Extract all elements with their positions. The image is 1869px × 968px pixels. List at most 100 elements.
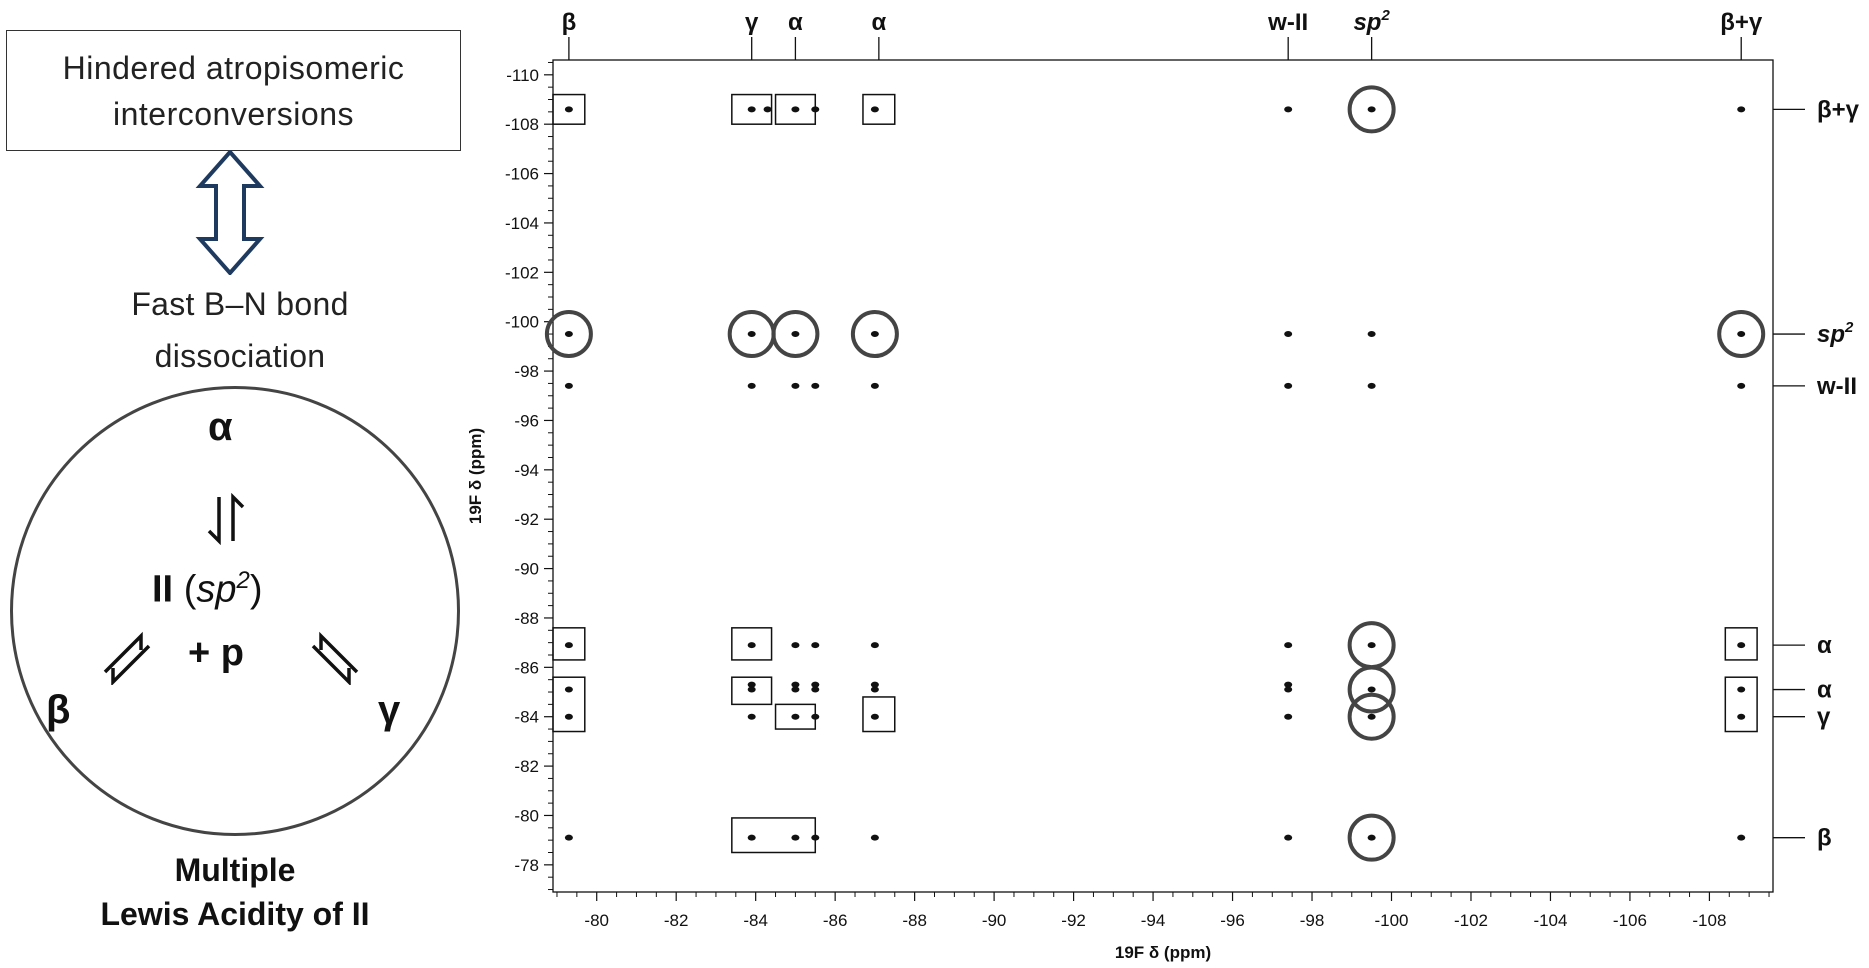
top-peak-label: γ	[745, 9, 759, 36]
peak-circle	[1717, 310, 1766, 359]
peak-box	[862, 696, 896, 733]
x-tick-label: -92	[1061, 911, 1086, 930]
y-tick-label: -94	[514, 461, 539, 480]
cross-peak	[811, 681, 820, 688]
right-peak-label: β	[1817, 825, 1832, 852]
y-tick-label: -80	[514, 806, 539, 825]
cross-peak	[747, 642, 756, 649]
y-tick-label: -96	[514, 411, 539, 430]
peak-box	[1724, 627, 1758, 661]
peak-circle	[1347, 665, 1396, 714]
cross-peak	[1284, 713, 1293, 720]
peak-circle	[1347, 813, 1396, 862]
fast-line-2: dissociation	[154, 338, 326, 374]
plot-frame	[552, 59, 1774, 893]
cross-peak	[747, 106, 756, 113]
cross-peak	[1367, 686, 1376, 693]
cross-peak	[564, 106, 573, 113]
x-axis-title: 19F δ (ppm)	[1115, 943, 1211, 962]
x-tick-label: -98	[1300, 911, 1325, 930]
cross-peak	[870, 642, 879, 649]
center-II: II	[152, 568, 174, 611]
cross-peak	[791, 382, 800, 389]
state-beta-label: β	[46, 688, 71, 732]
peak-box	[731, 817, 817, 854]
x-tick-label: -82	[664, 911, 689, 930]
y-tick-label: -98	[514, 362, 539, 381]
y-tick-label: -88	[514, 609, 539, 628]
cross-peak	[1367, 106, 1376, 113]
cross-peak	[870, 834, 879, 841]
cross-peak	[791, 713, 800, 720]
cross-peak	[870, 686, 879, 693]
y-tick-label: -110	[506, 66, 539, 85]
cross-peak	[791, 681, 800, 688]
cross-peak	[747, 713, 756, 720]
x-tick-label: -102	[1454, 911, 1488, 930]
cross-peak	[1737, 331, 1746, 338]
cross-peak	[870, 382, 879, 389]
center-sp-sup: 2	[236, 567, 250, 594]
peak-circle	[850, 310, 899, 359]
cross-peak	[811, 713, 820, 720]
x-tick-label: -84	[743, 911, 768, 930]
cross-peak	[1367, 834, 1376, 841]
y-tick-label: -106	[505, 165, 539, 184]
right-peak-label: γ	[1817, 704, 1831, 731]
mechanism-panel: Hindered atropisomeric interconversions …	[0, 0, 470, 968]
cross-peak	[1737, 834, 1746, 841]
cross-peak	[1737, 713, 1746, 720]
cross-peak	[1737, 382, 1746, 389]
peak-box	[862, 93, 896, 125]
cross-peak	[1367, 331, 1376, 338]
cross-peak	[1737, 642, 1746, 649]
center-paren-close: )	[249, 568, 263, 611]
y-tick-label: -78	[514, 856, 539, 875]
x-tick-label: -88	[902, 911, 927, 930]
cross-peak	[791, 106, 800, 113]
cross-peak	[564, 713, 573, 720]
peak-box	[552, 627, 586, 661]
double-arrow-icon	[195, 150, 265, 275]
plus-p-label: + p	[188, 632, 244, 674]
x-tick-label: -94	[1141, 911, 1166, 930]
x-tick-label: -106	[1613, 911, 1647, 930]
cross-peak	[747, 834, 756, 841]
x-tick-label: -104	[1533, 911, 1567, 930]
x-tick-label: -96	[1220, 911, 1245, 930]
state-gamma-label: γ	[378, 688, 401, 732]
right-peak-label: sp2	[1817, 319, 1854, 348]
cross-peak	[791, 686, 800, 693]
cross-peak	[1284, 382, 1293, 389]
cross-peak	[747, 681, 756, 688]
state-alpha-label: α	[208, 405, 233, 449]
cross-peak	[870, 681, 879, 688]
y-tick-label: -86	[514, 658, 539, 677]
peak-box	[731, 627, 773, 661]
top-peak-label: α	[871, 9, 886, 36]
cross-peak	[811, 106, 820, 113]
fast-line-1: Fast B–N bond	[131, 286, 349, 322]
cross-peak	[1367, 382, 1376, 389]
cross-peak	[811, 382, 820, 389]
cross-peak	[564, 382, 573, 389]
cross-peak	[763, 106, 772, 113]
top-peak-label: sp2	[1353, 7, 1390, 36]
cross-peak	[564, 642, 573, 649]
cross-peak	[564, 331, 573, 338]
top-peak-label: α	[788, 9, 803, 36]
cross-peak	[1737, 106, 1746, 113]
caption-line-1: Multiple	[174, 852, 296, 888]
peak-box	[731, 676, 773, 706]
equilibrium-circle	[10, 386, 460, 836]
y-tick-label: -104	[505, 214, 539, 233]
cross-peak	[870, 106, 879, 113]
cross-peak	[1737, 686, 1746, 693]
caption-line-2: Lewis Acidity of II	[100, 896, 370, 932]
peak-circle	[771, 310, 820, 359]
x-tick-label: -90	[982, 911, 1007, 930]
cross-peak	[791, 834, 800, 841]
cross-peak	[1284, 331, 1293, 338]
plot-frame-layer: -80 -82 -84 -86 -88 -90 -92 -94 -96 -98 -100 -102 -1…	[466, 59, 1774, 962]
cross-peak	[1284, 834, 1293, 841]
